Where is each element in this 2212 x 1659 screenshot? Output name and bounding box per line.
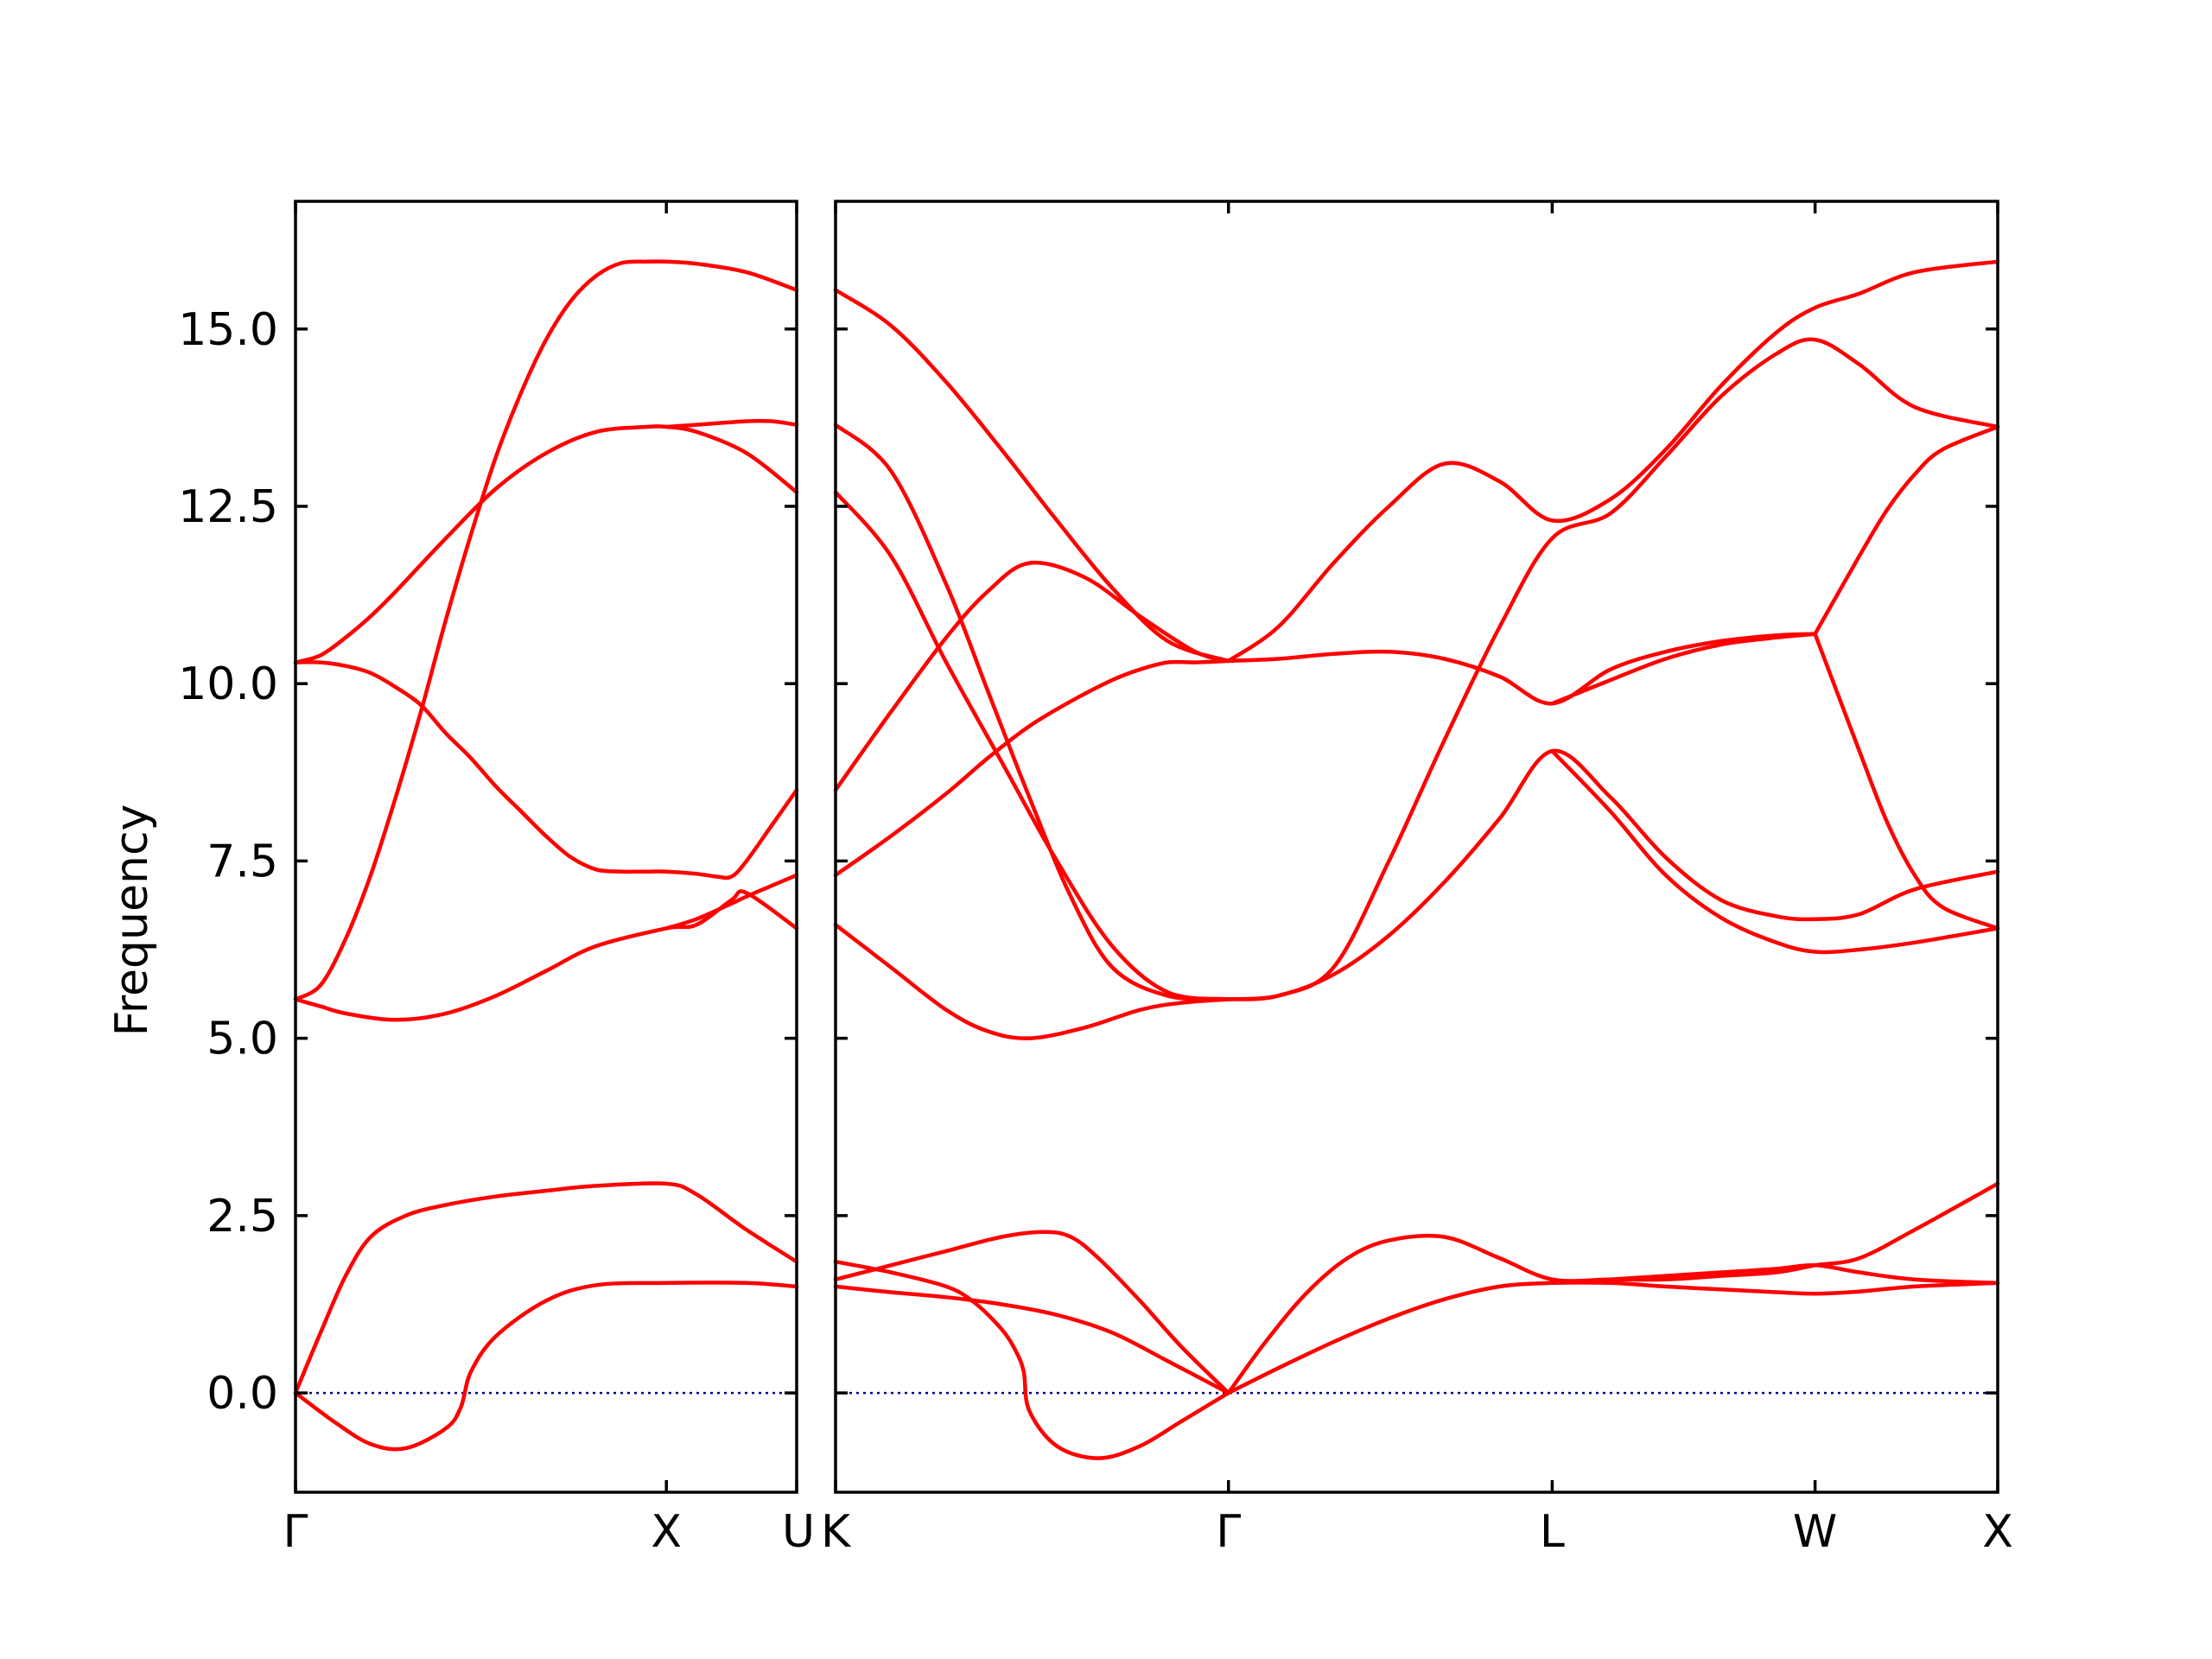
x-tick-label: X [651,1506,682,1558]
x-tick-label: Γ [1216,1506,1241,1558]
band-line-p2-6 [1550,1262,2000,1286]
y-tick-label: 0.0 [207,1368,278,1420]
y-tick-label: 7.5 [207,836,278,887]
x-tick-label: Γ [283,1506,308,1558]
tick-labels: Γ X U K Γ L W X 0.0 2.5 5.0 7.5 10.0 12.5 15.0 [178,304,2013,1558]
y-axis-label: Frequency [106,804,158,1037]
band-line-p1-5 [293,660,799,880]
x-tick-label: X [1982,1506,2013,1558]
y-tick-label: 5.0 [207,1014,278,1065]
y-tick-label: 10.0 [178,658,278,710]
band-line-p2-2 [833,1284,1230,1395]
band-line-p1-7 [664,873,799,931]
band-line-p2-13 [833,423,1230,1001]
axes-frame-panel-1 [294,200,798,1494]
band-line-p2-4 [1226,1281,2000,1395]
axes-frames [294,200,1999,1494]
band-line-p1-8 [664,418,799,429]
band-line-p2-15 [1226,259,2000,664]
band-line-p2-19 [1813,424,2000,636]
band-line-p2-8 [833,658,1230,878]
band-lines [293,259,2000,1460]
band-line-p1-3 [293,889,799,1022]
band-line-p2-16 [1226,337,2000,1001]
axes-frame-panel-2 [834,200,1999,1494]
band-line-p2-10 [1550,632,1817,706]
band-line-p2-3 [833,1230,1230,1395]
band-line-p2-14 [833,288,1230,664]
band-line-p2-7 [833,923,1230,1040]
y-tick-label: 12.5 [178,481,278,533]
band-line-p2-18 [1550,748,2000,955]
x-tick-label: K [821,1506,852,1558]
band-line-p1-4 [293,259,799,1001]
band-line-p2-9 [1226,632,1817,706]
band-line-p2-17 [1226,748,2000,1001]
band-line-p2-11 [833,560,1230,792]
axis-ticks [294,201,1999,1492]
x-tick-label: L [1540,1506,1565,1558]
band-line-p2-1 [833,1259,1230,1460]
y-tick-label: 15.0 [178,304,278,356]
band-line-p1-6 [293,424,799,664]
band-line-p2-12 [833,490,1230,1001]
x-tick-label: W [1793,1506,1837,1558]
y-tick-label: 2.5 [207,1191,278,1243]
band-line-p2-20 [1813,632,2000,931]
x-tick-label: U [782,1506,815,1558]
band-line-p1-1 [293,1281,799,1452]
band-line-p1-2 [293,1181,799,1395]
